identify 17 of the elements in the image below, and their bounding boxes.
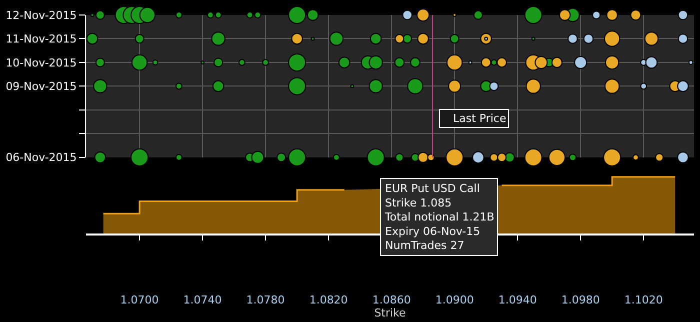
x-tick-label: 1.0700	[120, 294, 159, 307]
x-tick-label: 1.1020	[624, 294, 663, 307]
x-tick-label: 1.0820	[309, 294, 348, 307]
y-tick-label: 10-Nov-2015	[6, 56, 77, 70]
y-tick-label: 09-Nov-2015	[6, 80, 77, 94]
x-tick-label: 1.0900	[435, 294, 474, 307]
x-tick-label: 1.0940	[498, 294, 537, 307]
y-tick-label: 12-Nov-2015	[6, 8, 77, 22]
x-tick-label: 1.0740	[183, 294, 222, 307]
x-tick-label: 1.0780	[246, 294, 285, 307]
x-tick-label: 1.0860	[372, 294, 411, 307]
annotation: EUR Put USD Call Strike 1.085 Total notional 1.21B Expiry 06-Nov-15 NumTrades 27	[384, 182, 494, 252]
x-tick-label: 1.0980	[561, 294, 600, 307]
y-tick-label: 06-Nov-2015	[6, 151, 77, 164]
ref-line-label: Last Price	[442, 112, 506, 125]
x-axis-title: Strike	[374, 306, 406, 320]
y-tick-label: 11-Nov-2015	[6, 32, 77, 46]
